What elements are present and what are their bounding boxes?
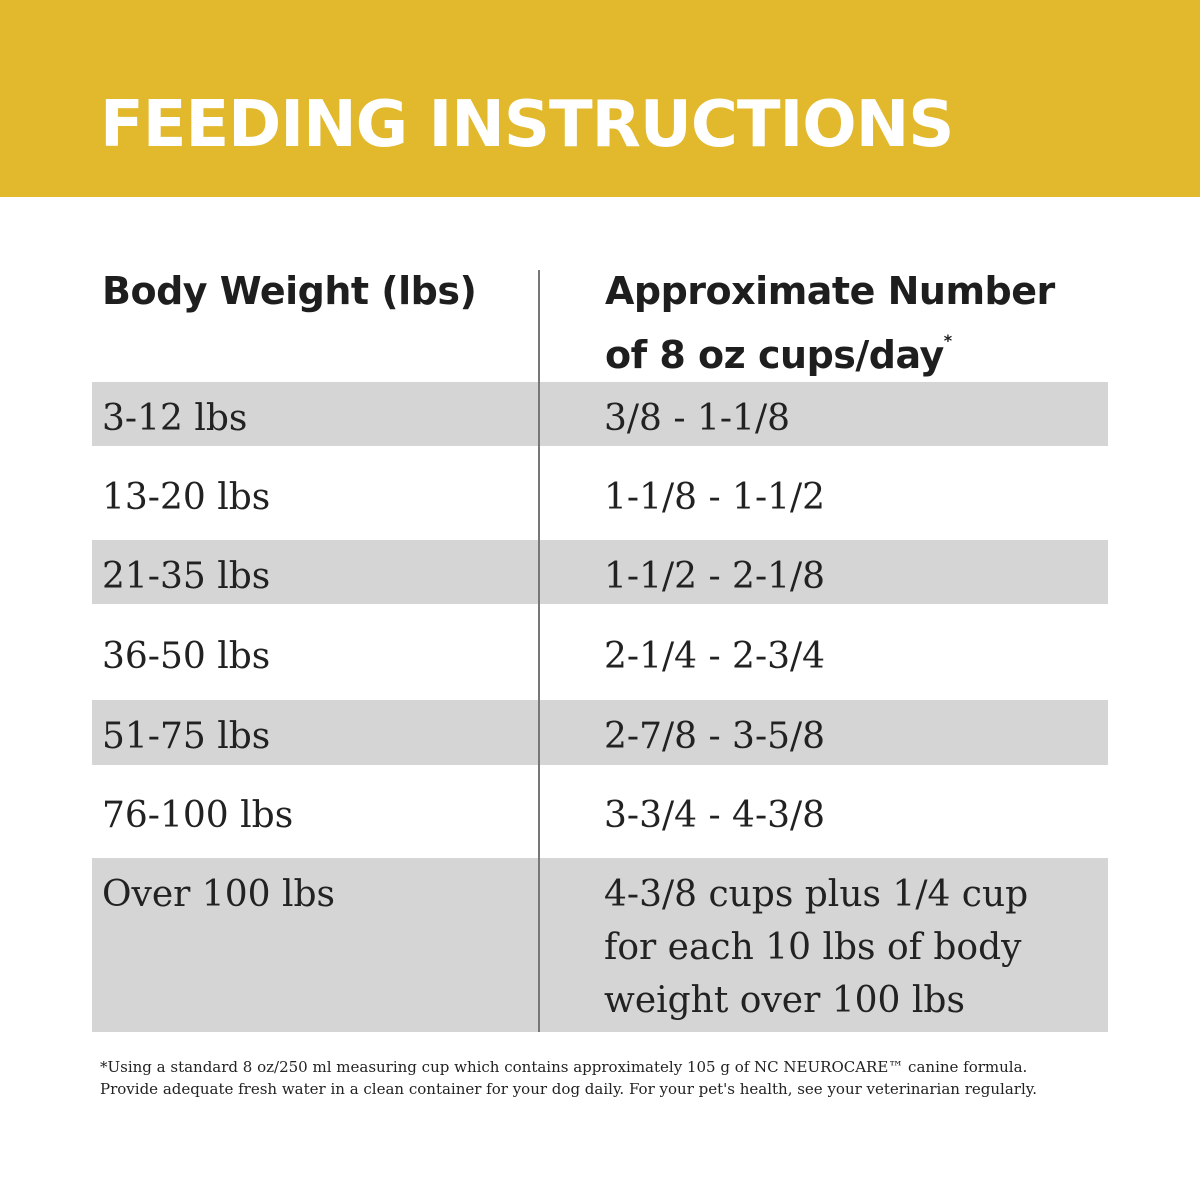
- footnote: *Using a standard 8 oz/250 ml measuring …: [100, 1058, 1028, 1076]
- table-row: Over 100 lbs 4-3/8 cups plus 1/4 cup for …: [92, 858, 1108, 1032]
- table-row: 13-20 lbs 1-1/8 - 1-1/2: [92, 461, 1108, 540]
- table-row: 76-100 lbs 3-3/4 - 4-3/8: [92, 779, 1108, 858]
- table-row: 3-12 lbs 3/8 - 1-1/8: [92, 382, 1108, 446]
- table-row: 51-75 lbs 2-7/8 - 3-5/8: [92, 700, 1108, 765]
- cups-cell: 1-1/2 - 2-1/8: [604, 556, 826, 597]
- cups-cell: 3-3/4 - 4-3/8: [604, 795, 826, 836]
- header-band: [0, 0, 1200, 197]
- table-row: 21-35 lbs 1-1/2 - 2-1/8: [92, 540, 1108, 604]
- weight-cell: Over 100 lbs: [102, 874, 335, 915]
- weight-cell: 13-20 lbs: [102, 477, 271, 518]
- cups-cell: 1-1/8 - 1-1/2: [604, 477, 826, 518]
- table-row: 36-50 lbs 2-1/4 - 2-3/4: [92, 620, 1108, 700]
- column-header: Approximate Number of 8 oz cups/day*: [605, 266, 1085, 380]
- cups-cell: 4-3/8 cups plus 1/4 cup for each 10 lbs …: [604, 874, 1029, 1021]
- title: FEEDING INSTRUCTIONS: [100, 88, 954, 162]
- cups-cell: 3/8 - 1-1/8: [604, 398, 790, 439]
- column-note: *: [943, 331, 952, 350]
- weight-cell: 76-100 lbs: [102, 795, 294, 836]
- weight-cell: 51-75 lbs: [102, 716, 271, 757]
- weight-cell: 36-50 lbs: [102, 636, 271, 677]
- column-divider: [538, 270, 540, 1032]
- cups-cell: 2-1/4 - 2-3/4: [604, 636, 826, 677]
- column-header-text: Approximate Number of 8 oz cups/day: [605, 269, 1055, 377]
- weight-cell: 21-35 lbs: [102, 556, 271, 597]
- cups-cell: 2-7/8 - 3-5/8: [604, 716, 826, 757]
- weight-cell: 3-12 lbs: [102, 398, 248, 439]
- column-header: Body Weight (lbs): [102, 269, 477, 313]
- footnote: Provide adequate fresh water in a clean …: [100, 1080, 1037, 1098]
